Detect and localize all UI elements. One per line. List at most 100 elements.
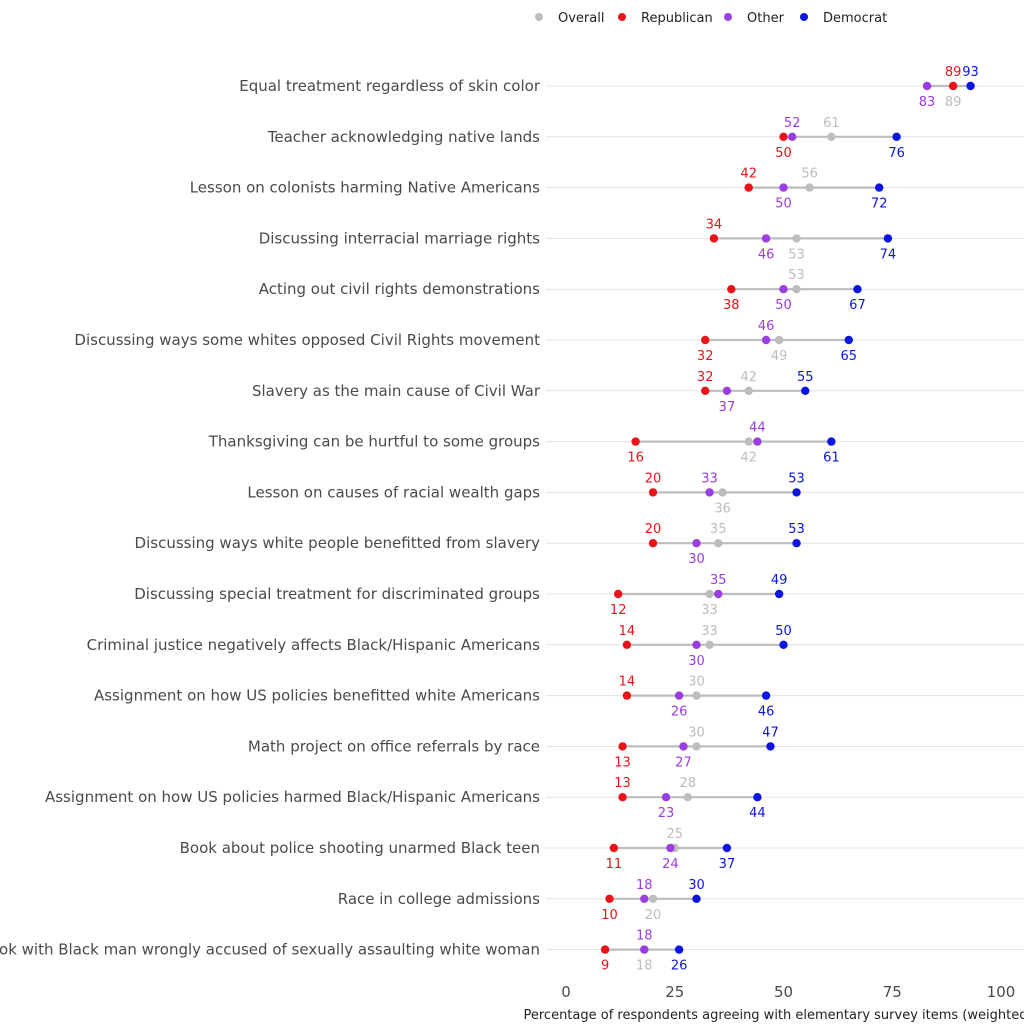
value-label-democrat: 67: [849, 298, 866, 313]
legend-marker-republican: [618, 13, 626, 21]
chart-row: Discussing ways white people benefitted …: [135, 522, 805, 567]
value-label-democrat: 50: [775, 624, 792, 639]
legend-label-overall: Overall: [558, 11, 604, 26]
value-label-democrat: 46: [758, 705, 775, 720]
value-label-democrat: 44: [749, 806, 766, 821]
value-label-republican: 20: [645, 471, 662, 486]
value-label-overall: 30: [688, 725, 705, 740]
value-label-other: 23: [658, 806, 675, 821]
value-label-republican: 14: [619, 675, 636, 690]
point-democrat: [966, 81, 975, 91]
value-label-democrat: 65: [840, 349, 857, 364]
category-label: Lesson on causes of racial wealth gaps: [247, 483, 540, 501]
point-democrat: [766, 742, 775, 751]
category-label: Slavery as the main cause of Civil War: [252, 382, 541, 400]
value-label-other: 33: [701, 471, 718, 486]
value-label-democrat: 37: [719, 857, 736, 872]
point-other: [679, 742, 688, 751]
value-label-other: 50: [775, 197, 792, 212]
value-label-other: 44: [749, 421, 766, 436]
point-democrat: [774, 589, 784, 599]
value-label-overall: 42: [740, 451, 757, 466]
value-label-other: 83: [919, 95, 936, 110]
value-label-republican: 20: [645, 522, 662, 537]
category-label: Equal treatment regardless of skin color: [239, 77, 541, 95]
point-democrat: [827, 437, 836, 446]
point-other: [666, 843, 675, 853]
point-democrat: [883, 234, 893, 243]
category-label: Math project on office referrals by race: [248, 737, 540, 755]
point-democrat: [792, 539, 801, 548]
value-label-republican: 12: [610, 603, 627, 618]
value-label-democrat: 47: [762, 725, 779, 740]
point-overall: [714, 539, 723, 548]
value-label-overall: 28: [680, 776, 697, 791]
point-republican: [779, 132, 788, 141]
point-republican: [648, 488, 658, 497]
legend-marker-overall: [535, 13, 543, 21]
value-label-democrat: 93: [962, 65, 979, 80]
value-label-democrat: 53: [788, 522, 805, 537]
chart-row: Assignment on how US policies harmed Bla…: [45, 776, 766, 821]
value-label-democrat: 26: [671, 959, 688, 974]
value-label-republican: 16: [627, 451, 644, 466]
value-label-republican: 32: [697, 370, 714, 385]
legend-label-republican: Republican: [641, 11, 713, 26]
point-overall: [827, 132, 836, 141]
value-label-republican: 14: [619, 624, 636, 639]
value-label-republican: 13: [614, 755, 631, 770]
point-overall: [744, 386, 753, 395]
value-label-other: 26: [671, 705, 688, 720]
chart-row: Assignment on how US policies benefitted…: [94, 675, 774, 720]
point-overall: [692, 742, 701, 751]
value-label-republican: 11: [606, 857, 623, 872]
chart-row: Math project on office referrals by race…: [248, 725, 779, 770]
value-label-overall: 61: [823, 116, 840, 131]
point-democrat: [779, 640, 788, 649]
x-tick-label: 0: [561, 983, 571, 1001]
point-other: [640, 945, 649, 954]
value-label-democrat: 49: [771, 573, 788, 588]
value-label-overall: 36: [714, 501, 731, 516]
point-republican: [727, 285, 736, 294]
value-label-other: 46: [758, 247, 775, 262]
point-other: [779, 183, 788, 192]
value-label-republican: 34: [706, 217, 723, 232]
point-other: [761, 234, 771, 243]
point-democrat: [875, 183, 884, 192]
value-label-overall: 18: [636, 959, 653, 974]
value-label-republican: 13: [614, 776, 631, 791]
x-tick-label: 75: [883, 983, 902, 1001]
gridlines: [546, 85, 1024, 951]
value-label-other: 46: [758, 319, 775, 334]
point-other: [640, 894, 649, 903]
point-overall: [705, 589, 714, 599]
value-label-democrat: 61: [823, 451, 840, 466]
value-label-democrat: 30: [688, 878, 705, 893]
value-label-other: 37: [719, 400, 736, 415]
legend: Overall Republican Other Democrat: [535, 11, 887, 26]
value-label-overall: 89: [945, 95, 962, 110]
chart-row: Discussing ways some whites opposed Civi…: [74, 319, 857, 364]
value-label-overall: 33: [701, 624, 718, 639]
category-label: Book about police shooting unarmed Black…: [180, 839, 540, 857]
value-label-democrat: 53: [788, 471, 805, 486]
value-label-other: 18: [636, 929, 653, 944]
point-republican: [948, 81, 958, 91]
point-republican: [622, 640, 632, 649]
chart-rows: Equal treatment regardless of skin color…: [0, 65, 979, 974]
value-label-republican: 10: [601, 908, 618, 923]
x-axis-title: Percentage of respondents agreeing with …: [523, 1008, 1024, 1023]
point-other: [705, 488, 714, 497]
point-republican: [614, 589, 623, 599]
point-democrat: [792, 488, 801, 497]
value-label-overall: 20: [645, 908, 662, 923]
value-label-republican: 38: [723, 298, 740, 313]
chart-row: Book with Black man wrongly accused of s…: [0, 929, 687, 974]
point-republican: [618, 793, 627, 802]
x-axis: 0 25 50 75 100: [561, 983, 1015, 1001]
value-label-democrat: 55: [797, 370, 814, 385]
chart-row: Criminal justice negatively affects Blac…: [87, 624, 792, 669]
value-label-democrat: 72: [871, 197, 888, 212]
point-other: [779, 285, 788, 294]
